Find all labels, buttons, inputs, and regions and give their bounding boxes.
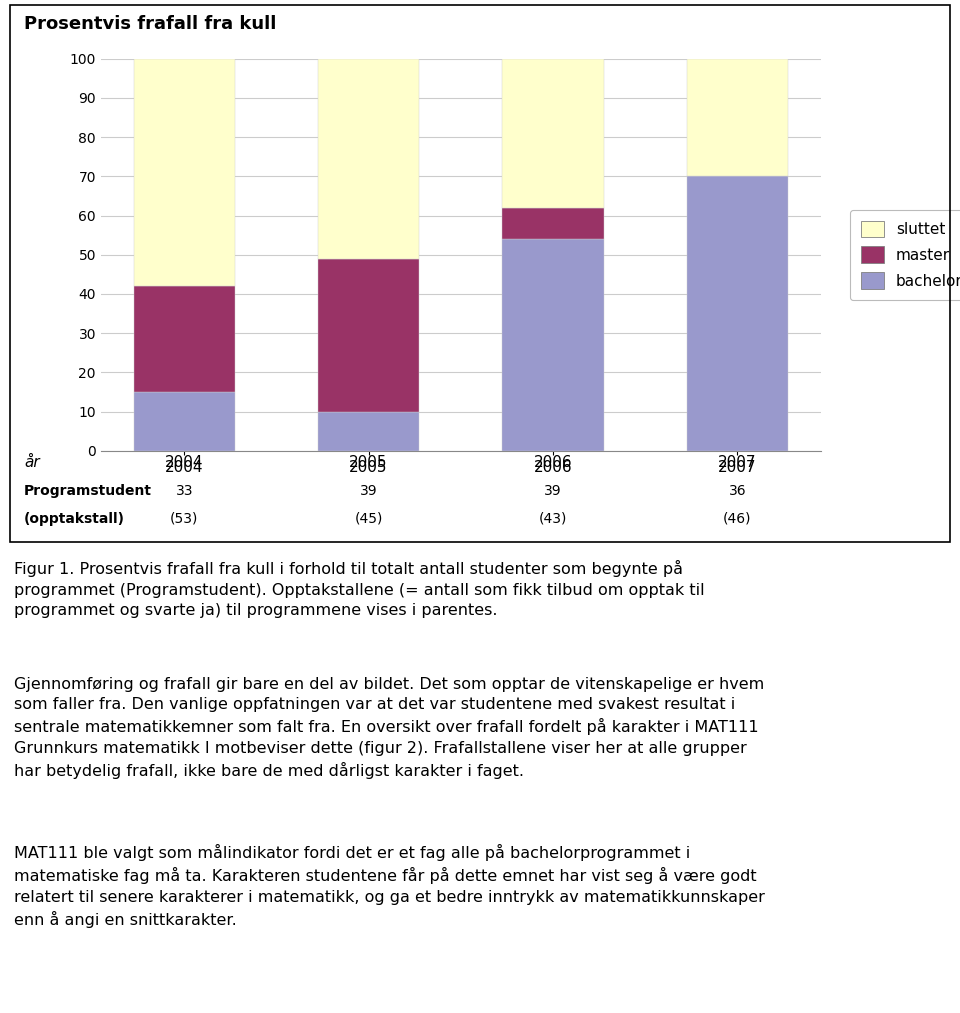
Text: Figur 1. Prosentvis frafall fra kull i forhold til totalt antall studenter som b: Figur 1. Prosentvis frafall fra kull i f…	[14, 560, 705, 618]
Bar	[502, 208, 604, 239]
Text: MAT111 ble valgt som målindikator fordi det er et fag alle på bachelorprogrammet: MAT111 ble valgt som målindikator fordi …	[14, 844, 765, 928]
Legend: sluttet, master, bachelor: sluttet, master, bachelor	[850, 210, 960, 300]
Bar	[502, 239, 604, 451]
Text: Programstudent: Programstudent	[24, 484, 152, 498]
Text: 33: 33	[176, 484, 193, 498]
Bar	[686, 59, 788, 176]
Bar	[133, 392, 235, 451]
Text: (45): (45)	[354, 512, 383, 526]
Bar	[133, 59, 235, 286]
Bar	[133, 286, 235, 392]
Text: år: år	[24, 456, 39, 470]
Text: 2004: 2004	[165, 456, 204, 470]
Bar	[318, 411, 420, 451]
Text: (46): (46)	[723, 512, 752, 526]
Text: Prosentvis frafall fra kull: Prosentvis frafall fra kull	[24, 15, 276, 33]
Text: 2005: 2005	[349, 456, 388, 470]
Bar	[502, 59, 604, 208]
Text: (opptakstall): (opptakstall)	[24, 512, 125, 526]
Text: (53): (53)	[170, 512, 199, 526]
Bar	[686, 176, 788, 451]
Text: 2007: 2007	[718, 456, 756, 470]
Text: 39: 39	[544, 484, 562, 498]
Text: 36: 36	[729, 484, 746, 498]
Bar	[318, 59, 420, 258]
Text: (43): (43)	[539, 512, 567, 526]
Text: Gjennomføring og frafall gir bare en del av bildet. Det som opptar de vitenskape: Gjennomføring og frafall gir bare en del…	[14, 677, 765, 779]
Text: 2006: 2006	[534, 456, 572, 470]
Bar	[318, 258, 420, 411]
Text: 39: 39	[360, 484, 377, 498]
